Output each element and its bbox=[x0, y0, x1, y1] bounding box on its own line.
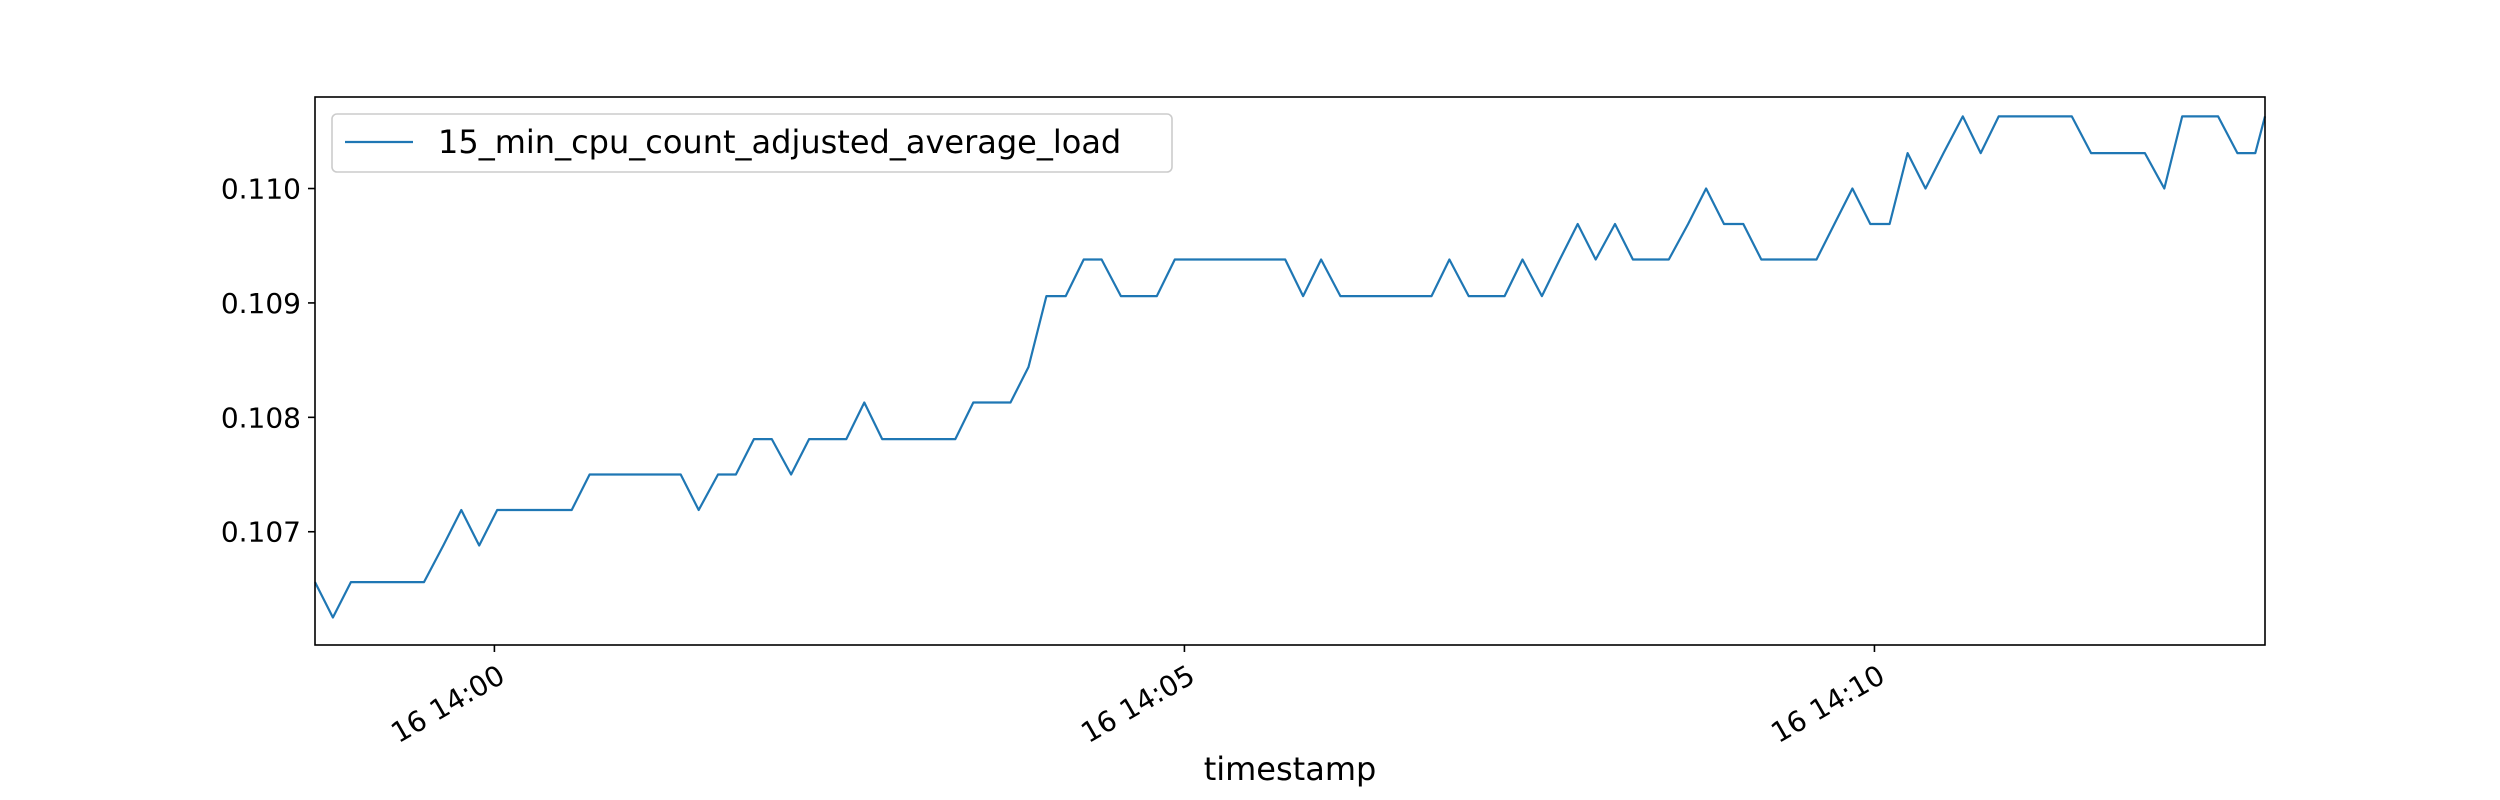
x-tick-label: 16 14:10 bbox=[1765, 658, 1890, 749]
legend-label: 15_min_cpu_count_adjusted_average_load bbox=[438, 123, 1121, 161]
legend: 15_min_cpu_count_adjusted_average_load bbox=[331, 113, 1173, 173]
x-axis-label: timestamp bbox=[1204, 750, 1377, 788]
series-layer bbox=[314, 115, 2267, 619]
legend-box bbox=[331, 113, 1173, 173]
plot-area bbox=[315, 97, 2265, 645]
series-line-0 bbox=[314, 115, 2267, 619]
x-tick-label: 16 14:05 bbox=[1075, 658, 1200, 749]
x-tick-label: 16 14:00 bbox=[385, 658, 510, 749]
y-tick-label: 0.110 bbox=[221, 173, 301, 206]
y-tick-label: 0.108 bbox=[221, 401, 301, 434]
y-tick-label: 0.109 bbox=[221, 287, 301, 320]
axes-frame bbox=[314, 96, 2266, 646]
y-tick-label: 0.107 bbox=[221, 516, 301, 549]
x-axis: 16 14:00 16 14:05 16 14:10 bbox=[385, 645, 1890, 750]
y-axis: 0.107 0.108 0.109 0.110 bbox=[221, 173, 315, 549]
